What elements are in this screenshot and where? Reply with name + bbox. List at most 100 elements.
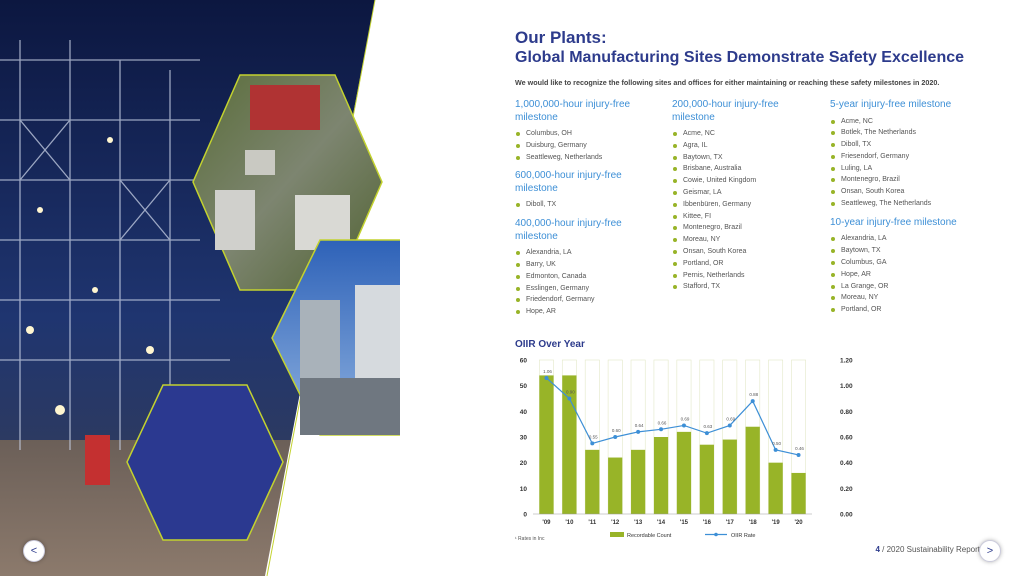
oiir-rate-point — [773, 447, 778, 452]
oiir-rate-label: 0.55 — [589, 434, 598, 439]
x-axis-tick-label: '12 — [611, 520, 620, 526]
bar — [562, 375, 577, 514]
site-item: Cowie, United Kingdom — [672, 175, 822, 187]
y2-axis-tick-label: 0.80 — [840, 409, 853, 416]
oiir-rate-label: 0.64 — [635, 423, 644, 428]
y2-axis-tick-label: 1.00 — [840, 383, 853, 390]
chart-title: OIIR Over Year — [515, 339, 585, 350]
hero-photo-panel — [0, 0, 469, 577]
oiir-rate-point — [750, 399, 755, 404]
y-axis-tick-label: 40 — [520, 409, 528, 416]
oiir-rate-label: 0.66 — [658, 420, 667, 425]
bar — [539, 375, 554, 514]
bar — [791, 472, 806, 514]
milestone-list: Columbus, OH Duisburg, Germany Seattlewe… — [515, 128, 665, 163]
intro-text: We would like to recognize the following… — [515, 78, 940, 88]
page-footer: 4 / 2020 Sustainability Report — [875, 545, 980, 554]
oiir-rate-label: 1.06 — [543, 369, 552, 374]
bar — [745, 426, 760, 514]
legend-bar-swatch — [610, 532, 624, 537]
site-item: Moreau, NY — [830, 292, 980, 304]
oiir-rate-point — [613, 435, 618, 439]
bar — [699, 444, 714, 514]
next-page-button[interactable]: > — [979, 540, 1001, 562]
x-axis-tick-label: '10 — [565, 520, 574, 526]
site-item: Agra, IL — [672, 140, 822, 152]
oiir-rate-point — [727, 423, 732, 428]
site-item: Seattleweg, The Netherlands — [830, 198, 980, 210]
plant-photo-collage — [0, 0, 469, 577]
y-axis-tick-label: 10 — [520, 486, 528, 493]
site-item: Pernis, Netherlands — [672, 270, 822, 282]
milestone-list: Diboll, TX — [515, 199, 665, 211]
milestone-column-2: 200,000-hour injury-free milestone Acme,… — [672, 99, 822, 300]
chart-footnote: ¹ Rates in Inc — [515, 536, 545, 542]
site-item: Baytown, TX — [830, 245, 980, 257]
oiir-chart: 60 50 40 30 20 10 0 1.20 1.00 0.80 0.60 0.40 0.20 0.0… — [520, 358, 853, 540]
x-axis-tick-label: '20 — [794, 520, 803, 526]
oiir-rate-label: 0.50 — [772, 441, 781, 446]
site-item: Stafford, TX — [672, 281, 822, 293]
bar — [676, 431, 692, 514]
x-axis-tick-label: '18 — [749, 520, 758, 526]
oiir-rate-point — [681, 423, 686, 428]
prev-page-button[interactable]: < — [23, 540, 45, 562]
milestone-list: Acme, NC Agra, IL Baytown, TX Brisbane, … — [672, 128, 822, 293]
site-item: Onsan, South Korea — [672, 246, 822, 258]
bar — [631, 449, 646, 514]
site-item: Friesendorf, Germany — [830, 151, 980, 163]
milestone-heading: 10-year injury-free milestone — [830, 216, 957, 228]
site-item: Brisbane, Australia — [672, 163, 822, 175]
milestone-column-1: 1,000,000-hour injury-free milestone Col… — [515, 99, 665, 325]
legend-line-point — [714, 532, 718, 537]
page-number: 4 — [875, 545, 880, 554]
site-item: Geismar, LA — [672, 187, 822, 199]
report-label: / 2020 Sustainability Report — [879, 545, 980, 554]
x-axis-tick-label: '17 — [726, 520, 735, 526]
site-item: Onsan, South Korea — [830, 186, 980, 198]
bar — [722, 439, 737, 514]
y-axis-tick-label: 20 — [520, 460, 528, 467]
site-item: Friedendorf, Germany — [515, 294, 665, 306]
milestone-column-3: 5-year injury-free milestone Acme, NC Bo… — [830, 99, 980, 323]
legend-label: OIIR Rate — [731, 533, 755, 539]
site-item: Esslingen, Germany — [515, 283, 665, 295]
x-axis-tick-label: '16 — [703, 520, 712, 526]
site-item: Kittee, FI — [672, 211, 822, 223]
oiir-rate-label: 0.46 — [795, 446, 804, 451]
y2-axis-tick-label: 0.20 — [840, 486, 853, 493]
x-axis-tick-label: '14 — [657, 520, 666, 526]
oiir-rate-label: 0.60 — [612, 428, 621, 433]
y-axis-tick-label: 0 — [523, 512, 527, 519]
oiir-rate-point — [796, 452, 801, 457]
site-item: Alexandria, LA — [830, 233, 980, 245]
site-item: Acme, NC — [830, 116, 980, 128]
oiir-rate-label: 0.69 — [726, 416, 735, 421]
bar — [653, 437, 669, 514]
milestone-heading: 400,000-hour injury-free milestone — [515, 218, 622, 242]
site-item: Alexandria, LA — [515, 247, 665, 259]
y2-axis-tick-label: 1.20 — [840, 358, 853, 365]
oiir-rate-label: 0.69 — [681, 416, 690, 421]
oiir-rate-point — [636, 429, 641, 434]
site-item: Botlek, The Netherlands — [830, 127, 980, 139]
site-item: Montenegro, Brazil — [830, 174, 980, 186]
site-item: Hope, AR — [830, 269, 980, 281]
y2-axis-tick-label: 0.40 — [840, 460, 853, 467]
oiir-rate-line — [546, 377, 799, 456]
milestone-heading: 600,000-hour injury-free milestone — [515, 170, 622, 194]
oiir-rate-point — [567, 396, 572, 401]
y2-axis-tick-label: 0.00 — [840, 512, 853, 519]
milestone-list: Acme, NC Botlek, The Netherlands Diboll,… — [830, 116, 980, 210]
site-item: La Grange, OR — [830, 281, 980, 293]
y2-axis-tick-label: 0.60 — [840, 435, 853, 442]
site-item: Luling, LA — [830, 163, 980, 175]
site-item: Ibbenbüren, Germany — [672, 199, 822, 211]
site-item: Columbus, GA — [830, 257, 980, 269]
x-axis-tick-label: '09 — [542, 520, 551, 526]
bar — [608, 457, 623, 514]
x-axis-tick-label: '19 — [772, 520, 781, 526]
site-item: Montenegro, Brazil — [672, 222, 822, 234]
x-axis-tick-label: '11 — [588, 520, 596, 526]
oiir-rate-point — [590, 441, 595, 446]
